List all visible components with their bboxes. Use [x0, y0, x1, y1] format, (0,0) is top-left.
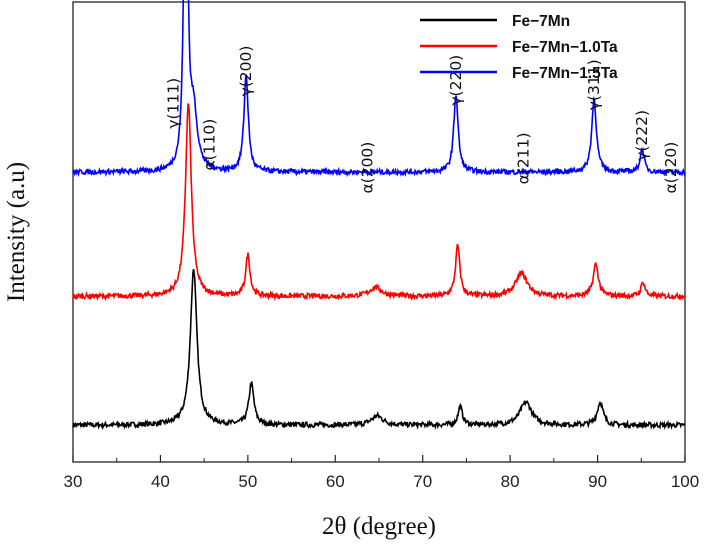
x-tick-label-5: 80: [501, 472, 520, 491]
peak-label-5: α(211): [514, 132, 532, 184]
x-tick-label-0: 30: [64, 472, 83, 491]
peak-label-8: α(220): [662, 142, 680, 194]
x-axis: 30 40 50 60 70 80 90 100: [64, 455, 699, 491]
peak-label-4: γ(220): [447, 55, 465, 106]
legend: Fe−7Mn Fe−7Mn−1.0Ta Fe−7Mn−1.5Ta: [420, 13, 618, 82]
legend-label-0: Fe−7Mn: [512, 13, 570, 30]
x-tick-label-2: 50: [238, 472, 257, 491]
peak-label-1: α(110): [200, 119, 218, 171]
peak-label-2: γ(200): [237, 46, 255, 97]
series-layer: [72, 0, 686, 431]
peak-label-6: γ(311): [585, 59, 603, 110]
x-tick-label-1: 40: [151, 472, 170, 491]
series-line-1: [72, 102, 686, 302]
legend-label-1: Fe−7Mn−1.0Ta: [512, 39, 618, 56]
x-tick-label-4: 70: [413, 472, 432, 491]
y-axis-title: Intensity (a.u): [3, 162, 30, 302]
series-line-2: [72, 0, 686, 178]
x-tick-label-3: 60: [326, 472, 345, 491]
x-tick-label-7: 100: [671, 472, 699, 491]
legend-label-2: Fe−7Mn−1.5Ta: [512, 65, 618, 82]
peak-annotations: γ(111) α(110) γ(200) α(200) γ(220) α(211) γ(31…: [165, 46, 681, 194]
x-axis-title: 2θ (degree): [322, 513, 436, 540]
series-line-0: [72, 268, 686, 431]
peak-label-0: γ(111): [165, 78, 183, 129]
peak-label-3: α(200): [359, 142, 377, 194]
x-tick-label-6: 90: [588, 472, 607, 491]
peak-label-7: γ(222): [633, 110, 651, 161]
